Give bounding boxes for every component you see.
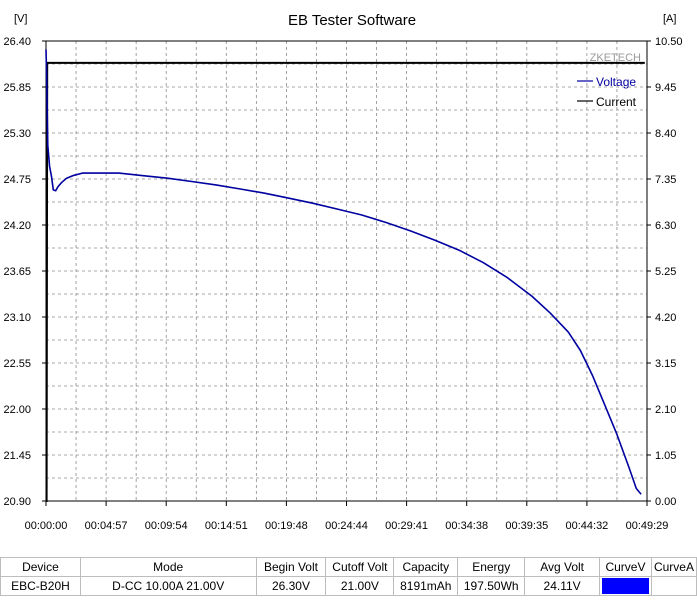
y2-tick-label: 10.50 — [655, 36, 683, 48]
curve-v-color-swatch[interactable] — [602, 578, 649, 594]
col-cutoff-volt-header: Cutoff Volt — [325, 557, 395, 577]
energy-cell: 197.50Wh — [457, 576, 526, 596]
y2-tick-label: 6.30 — [655, 220, 676, 232]
mode-cell: D-CC 10.00A 21.00V — [79, 576, 257, 596]
x-tick-label: 00:34:38 — [445, 520, 488, 532]
y-tick-label: 22.55 — [3, 358, 31, 370]
y-tick-label: 20.90 — [3, 496, 31, 508]
y2-tick-label: 1.05 — [655, 450, 676, 462]
y2-tick-label: 4.20 — [655, 312, 676, 324]
table-row[interactable]: EBC-B20H D-CC 10.00A 21.00V 26.30V 21.00… — [0, 576, 697, 596]
col-energy-header: Energy — [457, 557, 526, 577]
y-tick-label: 25.30 — [3, 128, 31, 140]
legend-voltage-label: Voltage — [596, 75, 636, 89]
x-tick-label: 00:24:44 — [325, 520, 368, 532]
y-tick-label: 21.45 — [3, 450, 31, 462]
curve-a-color-cell[interactable] — [650, 576, 697, 596]
y-tick-label: 23.65 — [3, 266, 31, 278]
y2-tick-label: 5.25 — [655, 266, 676, 278]
legend: Voltage Current — [577, 75, 637, 109]
table-header-row: Device Mode Begin Volt Cutoff Volt Capac… — [0, 557, 697, 577]
left-axis-unit: [V] — [14, 13, 27, 25]
y2-tick-label: 3.15 — [655, 358, 676, 370]
device-cell: EBC-B20H — [0, 576, 81, 596]
x-tick-label: 00:09:54 — [145, 520, 188, 532]
legend-current-label: Current — [596, 95, 637, 109]
curve-v-color-cell[interactable] — [599, 576, 652, 596]
series-voltage-line — [45, 49, 642, 495]
series-current-line — [45, 61, 645, 502]
x-tick-label: 00:49:29 — [626, 520, 669, 532]
x-tick-label: 00:19:48 — [265, 520, 308, 532]
cutoff-volt-cell: 21.00V — [325, 576, 395, 596]
y-tick-label: 25.85 — [3, 82, 31, 94]
col-curvev-header: CurveV — [599, 557, 652, 577]
avg-volt-cell: 24.11V — [524, 576, 601, 596]
x-tick-label: 00:29:41 — [385, 520, 428, 532]
zketech-watermark: ZKETECH — [590, 52, 641, 64]
y-tick-label: 24.75 — [3, 174, 31, 186]
col-capacity-header: Capacity — [393, 557, 459, 577]
chart-title: EB Tester Software — [288, 12, 416, 29]
y-tick-label: 26.40 — [3, 36, 31, 48]
col-curvea-header: CurveA — [650, 557, 697, 577]
x-tick-label: 00:04:57 — [85, 520, 128, 532]
x-tick-label: 00:14:51 — [205, 520, 248, 532]
x-tick-label: 00:44:32 — [565, 520, 608, 532]
series-layer — [45, 49, 645, 502]
begin-volt-cell: 26.30V — [255, 576, 327, 596]
y2-tick-label: 8.40 — [655, 128, 676, 140]
grid — [46, 41, 647, 501]
y-tick-label: 24.20 — [3, 220, 31, 232]
col-avg-volt-header: Avg Volt — [524, 557, 601, 577]
y2-tick-label: 2.10 — [655, 404, 676, 416]
col-mode-header: Mode — [79, 557, 257, 577]
x-tick-label: 00:39:35 — [505, 520, 548, 532]
tick-labels: 26.40 25.85 25.30 24.75 24.20 23.65 23.10 22.55… — [3, 36, 682, 532]
y-tick-label: 22.00 — [3, 404, 31, 416]
y2-tick-label: 9.45 — [655, 82, 676, 94]
capacity-cell: 8191mAh — [393, 576, 459, 596]
chart: 26.40 25.85 25.30 24.75 24.20 23.65 23.10 22.55… — [3, 12, 682, 532]
col-begin-volt-header: Begin Volt — [255, 557, 327, 577]
y-tick-label: 23.10 — [3, 312, 31, 324]
y2-tick-label: 0.00 — [655, 496, 676, 508]
y2-tick-label: 7.35 — [655, 174, 676, 186]
results-table: Device Mode Begin Volt Cutoff Volt Capac… — [0, 557, 697, 596]
x-tick-label: 00:00:00 — [25, 520, 68, 532]
col-device-header: Device — [0, 557, 81, 577]
right-axis-unit: [A] — [663, 13, 676, 25]
